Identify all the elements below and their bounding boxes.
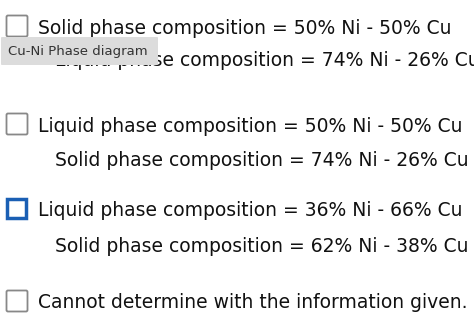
FancyBboxPatch shape (8, 198, 27, 217)
FancyBboxPatch shape (7, 291, 27, 312)
Text: Solid phase composition = 62% Ni - 38% Cu: Solid phase composition = 62% Ni - 38% C… (55, 236, 468, 256)
FancyBboxPatch shape (1, 37, 158, 65)
Text: Solid phase composition = 74% Ni - 26% Cu: Solid phase composition = 74% Ni - 26% C… (55, 152, 469, 171)
Text: Liquid phase composition = 50% Ni - 50% Cu: Liquid phase composition = 50% Ni - 50% … (38, 116, 463, 135)
Text: Liquid phase composition = 74% Ni - 26% Cu: Liquid phase composition = 74% Ni - 26% … (55, 51, 474, 70)
FancyBboxPatch shape (7, 15, 27, 36)
Text: Solid phase composition = 50% Ni - 50% Cu: Solid phase composition = 50% Ni - 50% C… (38, 18, 452, 37)
Text: Cu-Ni Phase diagram: Cu-Ni Phase diagram (8, 45, 147, 57)
Text: Liquid phase composition = 36% Ni - 66% Cu: Liquid phase composition = 36% Ni - 66% … (38, 200, 463, 219)
FancyBboxPatch shape (7, 113, 27, 134)
Text: Cannot determine with the information given.: Cannot determine with the information gi… (38, 294, 467, 313)
